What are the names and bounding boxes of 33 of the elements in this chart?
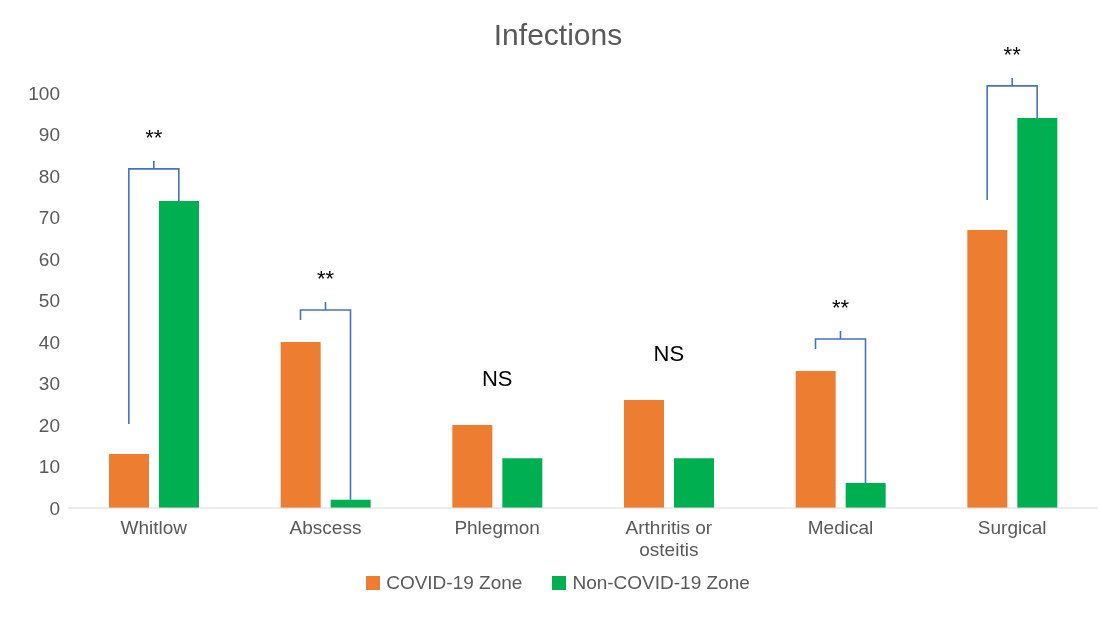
chart-title: Infections [492,18,624,51]
y-tick-label: 20 [38,414,60,436]
y-tick-label: 100 [28,82,60,104]
annotation: NS [653,340,685,366]
y-tick-label: 80 [38,165,60,187]
y-tick-label: 30 [38,373,60,395]
x-tick-label: Surgical [977,517,1047,538]
y-tick-label: 40 [38,331,60,353]
x-tick-label: Arthritis or osteitis [625,517,713,560]
annotation: NS [481,365,513,391]
legend-label: COVID-19 Zone [386,572,523,594]
y-tick-label: 0 [49,497,60,519]
annotation: ** [145,124,163,150]
bar [674,458,714,508]
bar [452,425,493,508]
annotation: ** [316,265,335,291]
bar [845,483,886,508]
x-tick-label: Whitlow [120,517,188,538]
y-tick-label: 70 [38,207,60,229]
bar [967,229,1008,508]
y-tick-label: 90 [38,124,60,146]
bar [109,454,149,508]
annotation: ** [831,294,850,320]
bar [624,400,664,508]
x-tick-label: Medical [807,517,874,538]
text: ** [1003,41,1022,67]
x-tick-label: Phlegmon [454,517,540,538]
x-tick-label: Abscess [289,517,362,538]
y-tick-label: 10 [38,456,60,478]
y-tick-label: 60 [38,248,60,270]
bar [502,458,543,508]
legend-label: Non-COVID-19 Zone [572,572,750,594]
y-tick-label: 50 [38,290,60,312]
